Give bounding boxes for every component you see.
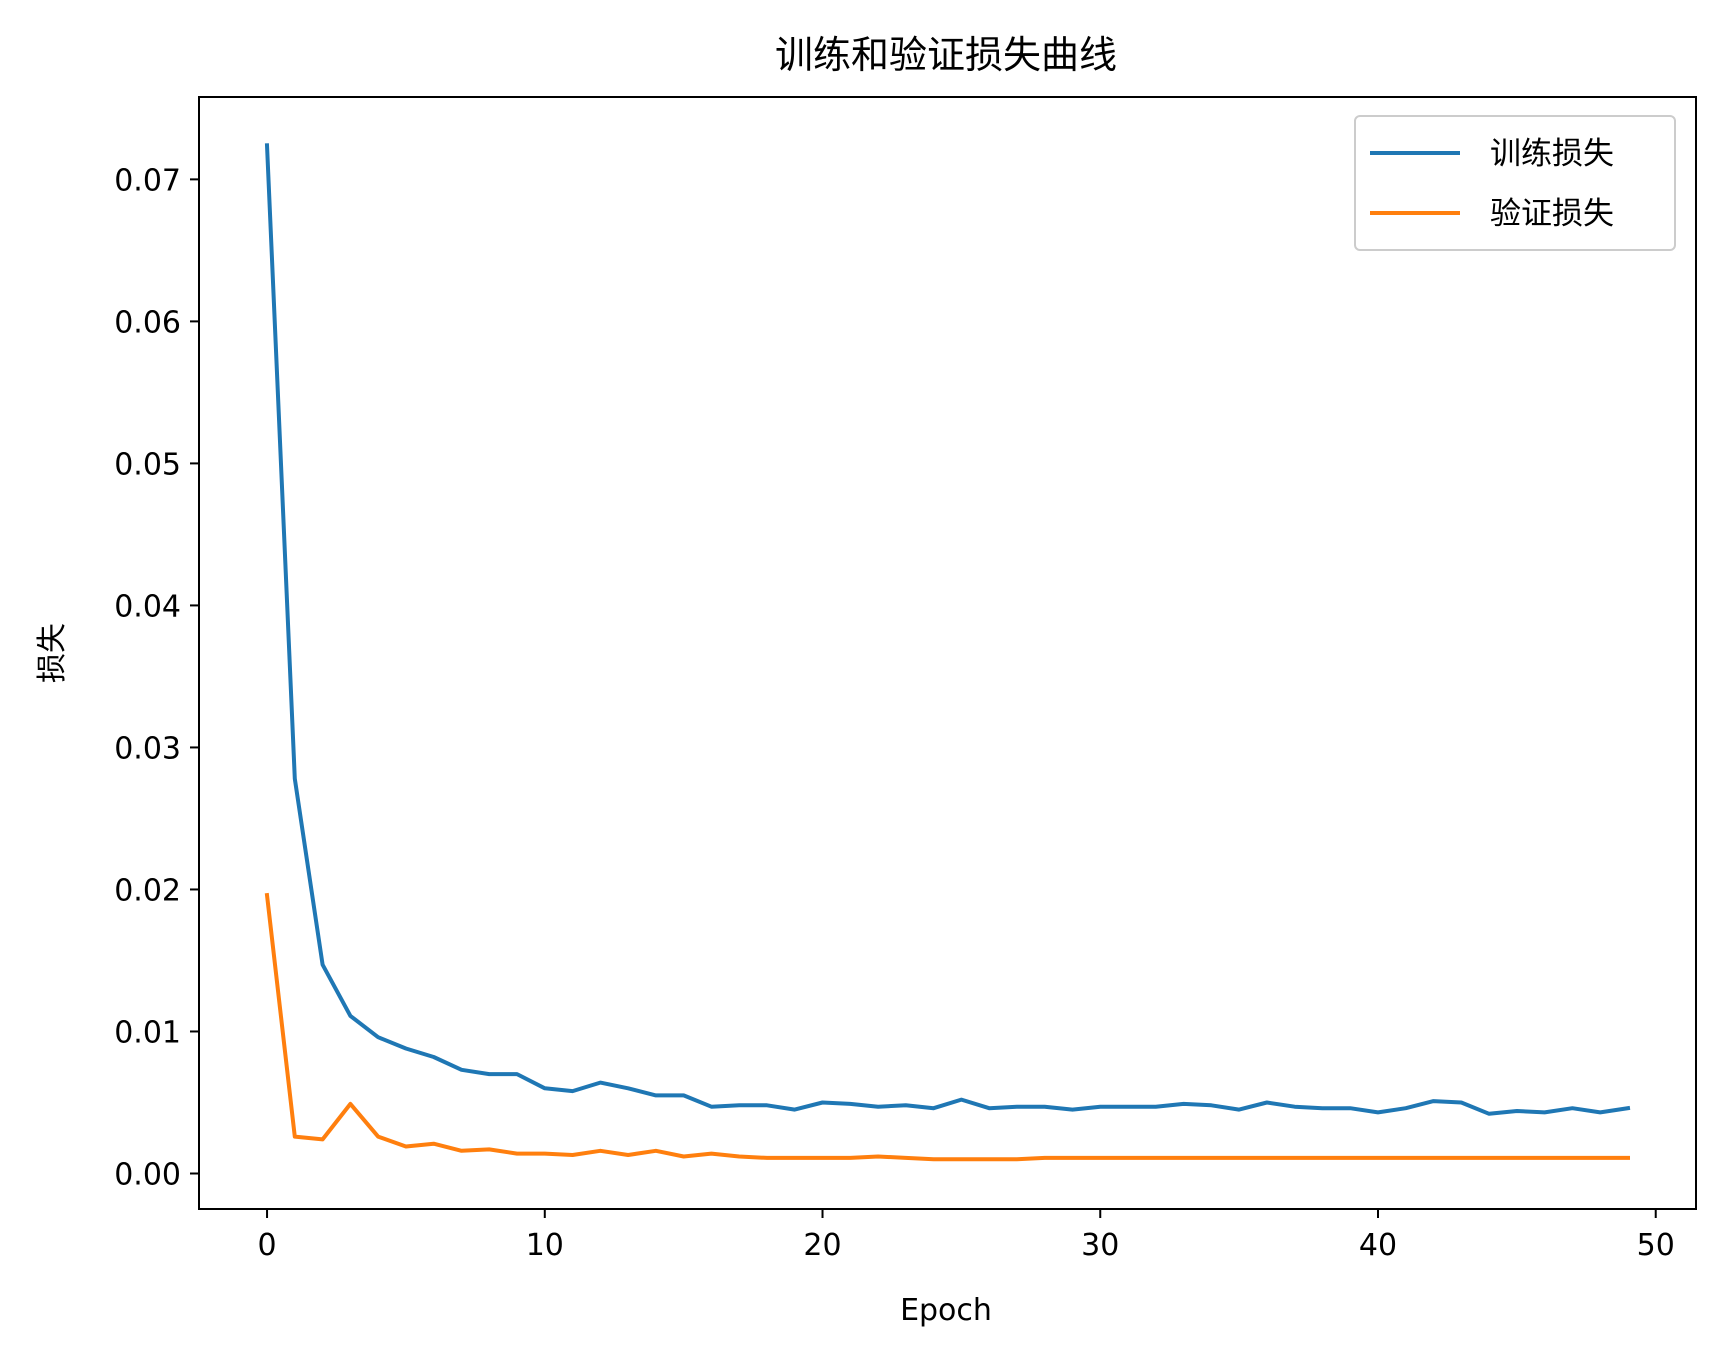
- y-tick-label: 0.00: [114, 1157, 181, 1192]
- plot-frame: [198, 96, 1697, 1210]
- y-tick-label: 0.04: [114, 589, 181, 624]
- x-tick-label: 0: [257, 1228, 276, 1263]
- x-tick-label: 40: [1359, 1228, 1397, 1263]
- y-tick-label: 0.06: [114, 305, 181, 340]
- x-tick-label: 30: [1081, 1228, 1119, 1263]
- plot-area: [264, 143, 1631, 1162]
- y-axis: 0.00 0.01 0.02 0.03 0.04 0.05 0.06 0.07: [114, 163, 199, 1192]
- y-tick-label: 0.05: [114, 447, 181, 482]
- y-tick-label: 0.02: [114, 873, 181, 908]
- x-axis-label: Epoch: [900, 1293, 992, 1328]
- y-tick-label: 0.07: [114, 163, 181, 198]
- x-axis: 0 10 20 30 40 50: [257, 1209, 1675, 1263]
- y-axis-label: 损失: [35, 623, 70, 683]
- legend: 训练损失 验证损失: [1354, 115, 1676, 251]
- x-tick-label: 20: [803, 1228, 841, 1263]
- y-tick-label: 0.01: [114, 1015, 181, 1050]
- series-line-0: [264, 143, 1631, 1116]
- series-line-1: [264, 892, 1630, 1162]
- chart-title: 训练和验证损失曲线: [775, 33, 1117, 77]
- legend-label-val: 验证损失: [1490, 196, 1614, 232]
- legend-box: [1354, 115, 1676, 251]
- legend-label-train: 训练损失: [1490, 136, 1614, 172]
- y-tick-label: 0.03: [114, 731, 181, 766]
- x-tick-label: 50: [1637, 1228, 1675, 1263]
- x-tick-label: 10: [526, 1228, 564, 1263]
